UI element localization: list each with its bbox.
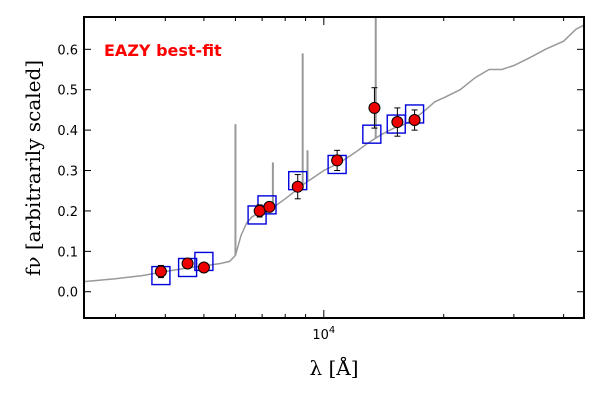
y-tick-label: 0.0 <box>57 286 78 301</box>
y-tick-label: 0.6 <box>57 43 78 58</box>
template-spectrum-line <box>84 24 584 283</box>
model-photometry <box>151 104 425 286</box>
y-tick-label: 0.2 <box>57 205 78 220</box>
observed-point <box>391 116 404 129</box>
observed-point <box>291 180 304 193</box>
axes: 0.0 0.1 0.2 0.3 0.4 0.5 0.6 104 <box>57 17 584 343</box>
observed-point <box>197 261 210 274</box>
y-axis-label: fν [arbitrarily scaled] <box>21 60 45 276</box>
y-tick-label: 0.1 <box>57 245 78 260</box>
x-axis-label: λ [Å] <box>309 355 358 380</box>
model-point <box>362 124 382 144</box>
observed-point <box>263 200 276 213</box>
annotation-label: EAZY best-fit <box>104 41 222 60</box>
observed-point <box>368 101 381 114</box>
y-tick-label: 0.4 <box>57 124 78 139</box>
x-tick-label-exponent: 4 <box>329 325 335 336</box>
y-tick-label: 0.3 <box>57 165 78 180</box>
observed-point <box>181 257 194 270</box>
observed-point <box>331 154 344 167</box>
model-point <box>386 114 406 134</box>
y-tick-label: 0.5 <box>57 84 78 99</box>
observed-point <box>154 265 167 278</box>
observed-point <box>408 114 421 127</box>
x-tick-label-base: 10 <box>312 328 329 343</box>
plot-frame <box>83 16 585 319</box>
observed-photometry <box>154 87 421 279</box>
x-tick-label: 104 <box>312 325 335 343</box>
